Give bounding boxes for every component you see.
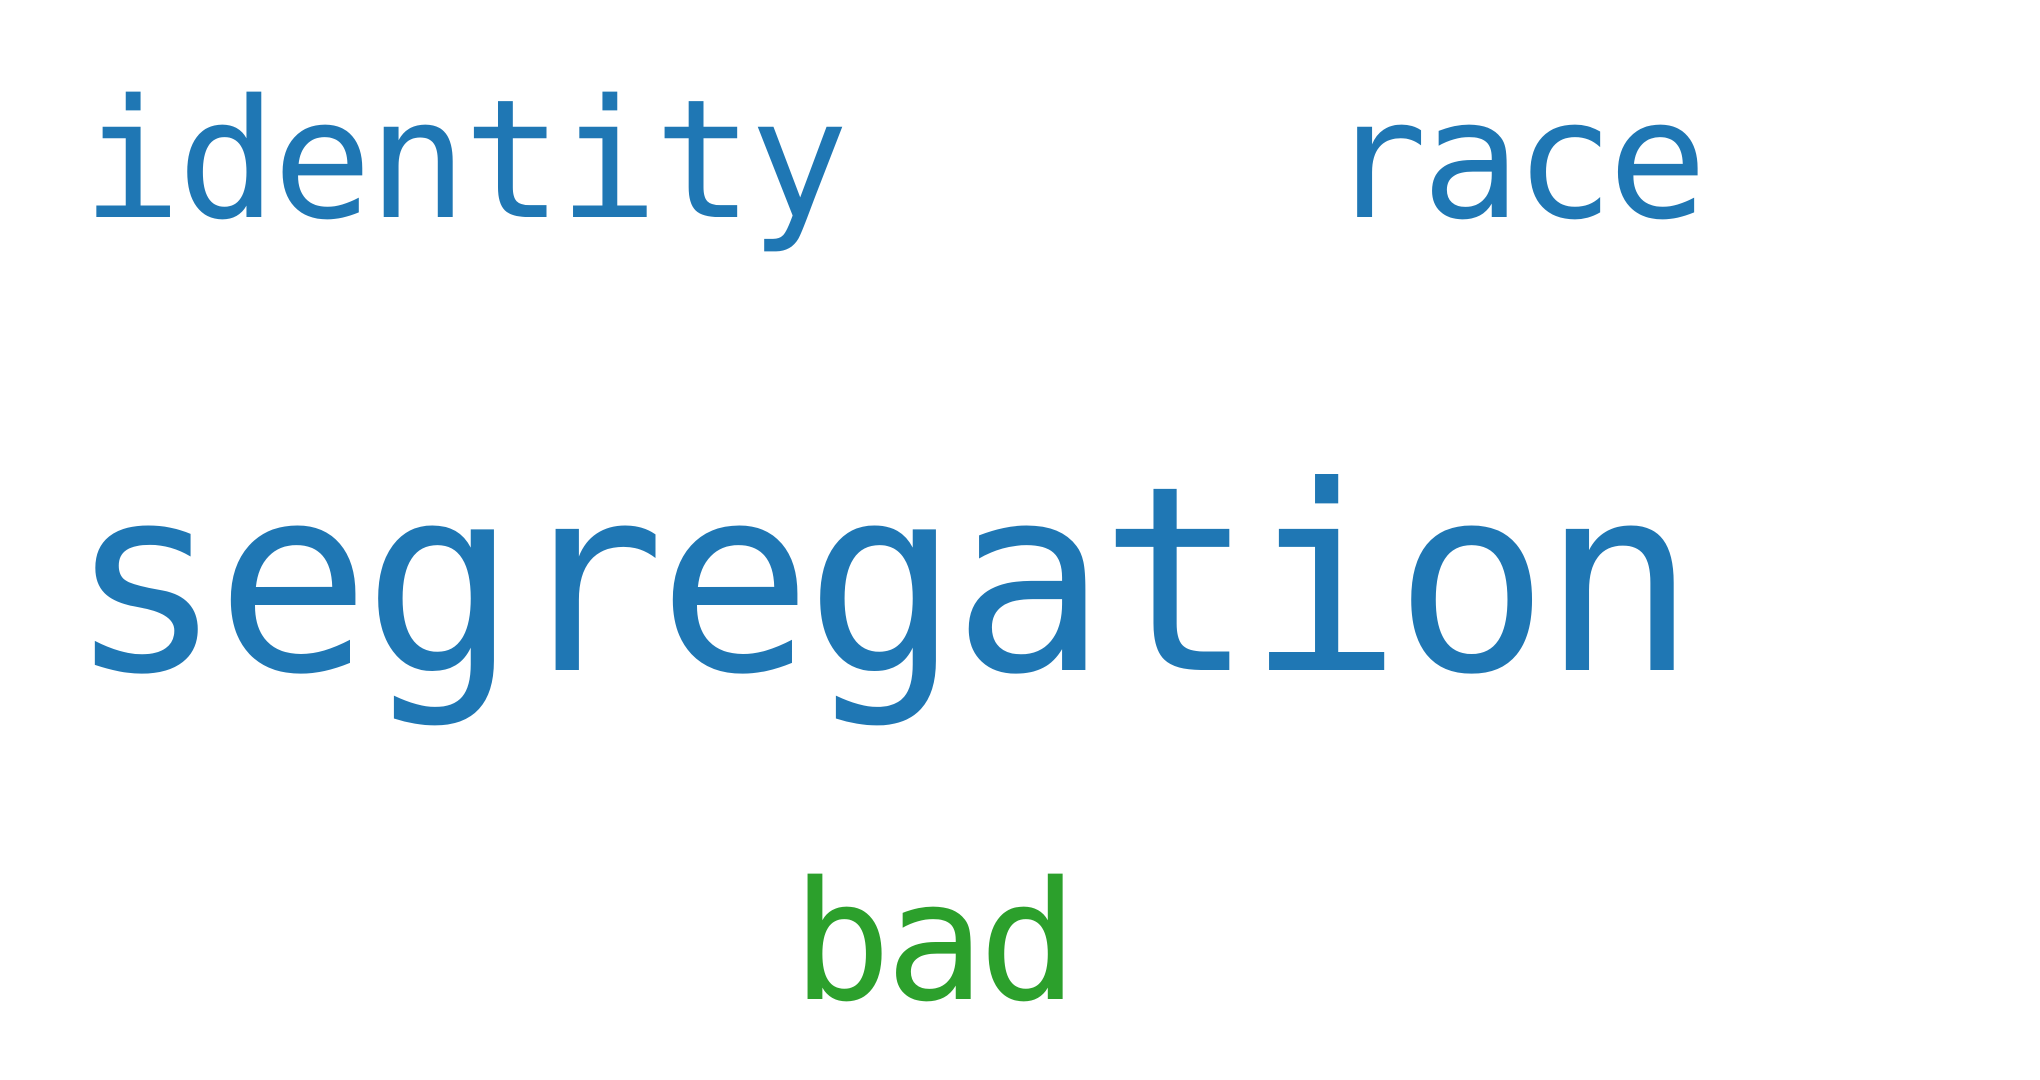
word-race: race [1328,64,1707,256]
word-segregation: segregation [68,431,1697,731]
word-identity: identity [82,64,849,256]
word-bad: bad [792,846,1078,1038]
